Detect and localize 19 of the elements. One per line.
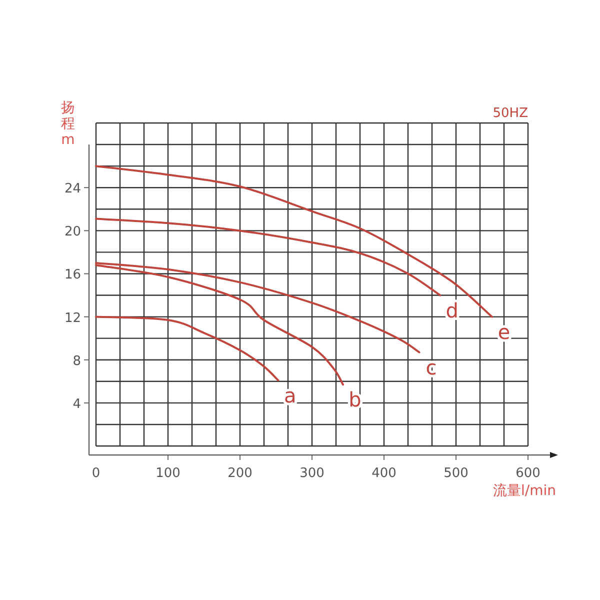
line-series	[95, 165, 493, 318]
x-tick-label: 100	[156, 466, 180, 481]
y-axis-title: 扬程m	[61, 100, 75, 148]
y-tick-label: 16	[64, 268, 81, 283]
y-tick-label: 8	[72, 354, 81, 369]
text: 50HZ	[492, 106, 528, 121]
line-series	[95, 218, 442, 296]
x-tick-label: 300	[300, 466, 324, 481]
x-axis-title: 流量l/min	[492, 483, 556, 499]
x-tick-label: 400	[372, 466, 396, 481]
x-tick-label: 0	[92, 466, 100, 481]
line-series	[95, 316, 280, 382]
y-tick-label: 20	[64, 224, 81, 240]
y-tick-label: 24	[64, 182, 81, 197]
x-tick-label: 600	[516, 466, 540, 481]
x-tick-label: 200	[228, 466, 252, 481]
x-tick-label: 500	[444, 466, 468, 481]
y-tick-label: 4	[72, 396, 81, 412]
y-tick-label: 12	[64, 310, 81, 326]
